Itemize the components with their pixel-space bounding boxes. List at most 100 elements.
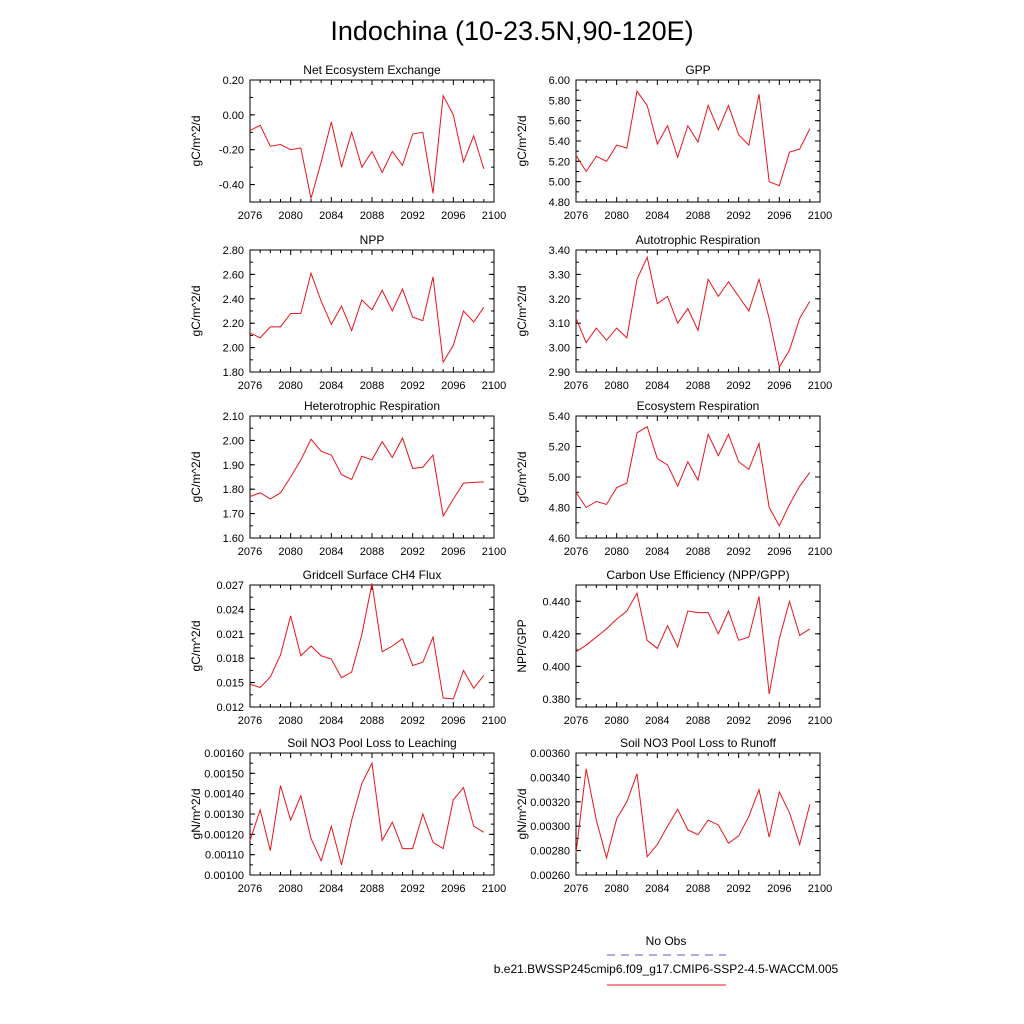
data-point xyxy=(677,809,678,810)
data-point xyxy=(728,843,729,844)
data-point xyxy=(300,795,301,796)
data-point xyxy=(361,634,362,635)
x-tick-label: 2084 xyxy=(319,883,343,895)
data-point xyxy=(310,838,311,839)
data-point xyxy=(677,646,678,647)
data-point xyxy=(809,472,810,473)
data-point xyxy=(636,91,637,92)
plot-frame xyxy=(249,752,495,876)
data-point xyxy=(422,467,423,468)
x-tick-label: 2088 xyxy=(360,546,384,558)
x-tick-label: 2100 xyxy=(482,883,506,895)
x-tick-label: 2096 xyxy=(767,210,791,222)
y-tick-label: 3.40 xyxy=(549,245,570,257)
data-point xyxy=(718,455,719,456)
y-tick-label: 0.00100 xyxy=(204,870,244,882)
x-tick-label: 2080 xyxy=(604,210,628,222)
data-point xyxy=(371,459,372,460)
legend-obs-label: No Obs xyxy=(646,934,687,948)
y-tick-label: 3.10 xyxy=(549,318,570,330)
data-point xyxy=(728,434,729,435)
data-point xyxy=(290,149,291,150)
data-point xyxy=(718,296,719,297)
x-tick-label: 2096 xyxy=(767,546,791,558)
y-tick-label: 2.90 xyxy=(549,367,570,379)
x-tick-label: 2088 xyxy=(360,715,384,727)
data-point xyxy=(809,128,810,129)
data-point xyxy=(616,327,617,328)
data-point xyxy=(249,496,250,497)
data-point xyxy=(341,677,342,678)
y-tick-label: 0.00110 xyxy=(205,850,244,862)
plot-frame xyxy=(249,415,495,539)
series-line xyxy=(249,271,485,364)
data-point xyxy=(260,809,261,810)
data-point xyxy=(769,181,770,182)
series-line xyxy=(249,94,485,199)
data-point xyxy=(351,820,352,821)
y-tick-label: 1.90 xyxy=(223,460,244,472)
data-point xyxy=(667,826,668,827)
panel-title: GPP xyxy=(685,63,710,77)
data-point xyxy=(708,434,709,435)
data-point xyxy=(697,834,698,835)
panel-title: Soil NO3 Pool Loss to Leaching xyxy=(287,736,456,750)
data-point xyxy=(586,645,587,646)
x-tick-label: 2092 xyxy=(400,715,424,727)
series-line xyxy=(575,591,811,695)
legend-model-label: b.e21.BWSSP245cmip6.f09_g17.CMIP6-SSP2-4… xyxy=(494,962,839,976)
panel-title: Heterotrophic Respiration xyxy=(304,399,440,413)
data-point xyxy=(606,340,607,341)
data-point xyxy=(483,481,484,482)
data-point xyxy=(636,279,637,280)
data-point xyxy=(463,161,464,162)
data-point xyxy=(432,454,433,455)
data-point xyxy=(636,773,637,774)
data-point xyxy=(575,318,576,319)
data-point xyxy=(769,693,770,694)
data-point xyxy=(748,144,749,145)
x-tick-label: 2088 xyxy=(686,380,710,392)
series-line xyxy=(249,436,484,518)
data-point xyxy=(331,324,332,325)
x-tick-label: 2080 xyxy=(278,883,302,895)
data-point xyxy=(575,155,576,156)
y-tick-label: 0.015 xyxy=(216,678,244,690)
x-tick-label: 2092 xyxy=(400,546,424,558)
x-tick-label: 2084 xyxy=(645,380,669,392)
data-point xyxy=(697,612,698,613)
y-tick-label: 0.20 xyxy=(223,75,244,87)
data-point xyxy=(249,684,250,685)
data-point xyxy=(300,655,301,656)
x-tick-label: 2092 xyxy=(726,210,750,222)
data-point xyxy=(779,367,780,368)
data-point xyxy=(677,486,678,487)
data-point xyxy=(260,337,261,338)
data-point xyxy=(331,454,332,455)
data-point xyxy=(382,172,383,173)
data-point xyxy=(616,487,617,488)
x-tick-label: 2084 xyxy=(319,380,343,392)
data-point xyxy=(473,321,474,322)
data-point xyxy=(432,842,433,843)
data-point xyxy=(708,279,709,280)
x-tick-label: 2088 xyxy=(686,210,710,222)
data-point xyxy=(331,658,332,659)
y-tick-label: 5.40 xyxy=(549,411,570,423)
data-point xyxy=(779,525,780,526)
data-point xyxy=(361,456,362,457)
y-tick-label: 1.60 xyxy=(223,533,244,545)
data-point xyxy=(708,820,709,821)
series-line xyxy=(249,761,485,865)
data-point xyxy=(667,625,668,626)
data-point xyxy=(290,313,291,314)
data-point xyxy=(321,860,322,861)
panel-title: Autotrophic Respiration xyxy=(636,233,761,247)
y-tick-label: 1.80 xyxy=(223,484,244,496)
data-point xyxy=(310,645,311,646)
data-point xyxy=(626,801,627,802)
x-tick-label: 2076 xyxy=(564,715,588,727)
data-point xyxy=(809,301,810,302)
data-point xyxy=(606,161,607,162)
panel-heterotrophic-respiration: Heterotrophic Respiration gC/m^2/d 2076 208… xyxy=(189,399,506,558)
